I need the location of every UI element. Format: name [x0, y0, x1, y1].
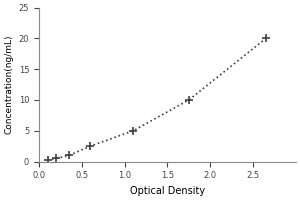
Y-axis label: Concentration(ng/mL): Concentration(ng/mL): [4, 35, 13, 134]
X-axis label: Optical Density: Optical Density: [130, 186, 205, 196]
